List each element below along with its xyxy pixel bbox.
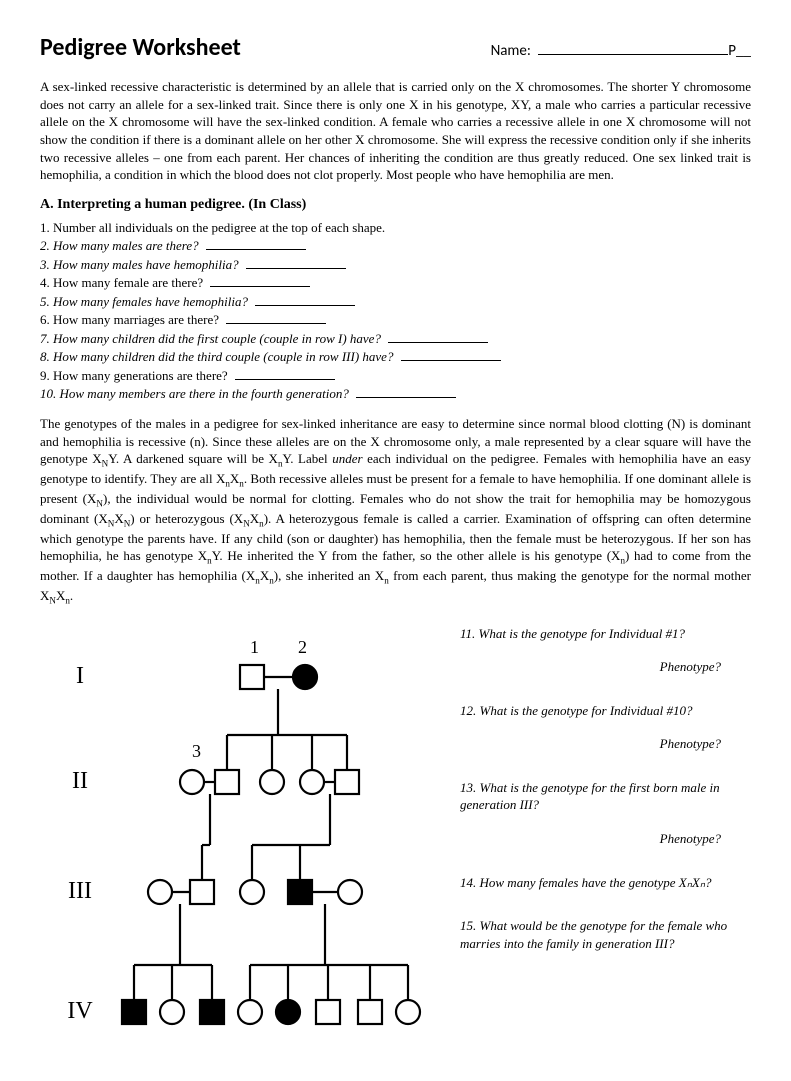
answer-blank-10[interactable] — [356, 387, 456, 399]
svg-text:3: 3 — [192, 741, 201, 761]
answer-blank-7[interactable] — [388, 331, 488, 343]
side-question-14: 14. How many females have the genotype X… — [460, 874, 751, 892]
under-word: under — [332, 451, 362, 466]
p-label: P__ — [728, 42, 751, 60]
answer-blank-3[interactable] — [246, 257, 346, 269]
page-title: Pedigree Worksheet — [40, 32, 241, 64]
question-10: 10. How many members are there in the fo… — [40, 385, 751, 403]
svg-text:1: 1 — [250, 637, 259, 657]
side-question-text-14: 14. How many females have the genotype X… — [460, 874, 751, 892]
answer-blank-2[interactable] — [206, 238, 306, 250]
side-question-text-12: 12. What is the genotype for Individual … — [460, 702, 751, 720]
question-1: 1. Number all individuals on the pedigre… — [40, 219, 751, 237]
svg-text:I: I — [76, 663, 84, 689]
phenotype-label-13: Phenotype? — [460, 830, 721, 848]
intro-paragraph: A sex-linked recessive characteristic is… — [40, 78, 751, 183]
question-9: 9. How many generations are there? — [40, 367, 751, 385]
side-question-11: 11. What is the genotype for Individual … — [460, 625, 751, 676]
name-label: Name: — [491, 42, 531, 60]
answer-blank-8[interactable] — [401, 350, 501, 362]
answer-blank-4[interactable] — [210, 276, 310, 288]
answer-blank-6[interactable] — [226, 313, 326, 325]
side-question-text-15: 15. What would be the genotype for the f… — [460, 917, 751, 952]
question-5: 5. How many females have hemophilia? — [40, 293, 751, 311]
phenotype-label-12: Phenotype? — [460, 735, 721, 753]
section-a-title: A. Interpreting a human pedigree. (In Cl… — [40, 196, 751, 215]
question-7: 7. How many children did the first coupl… — [40, 330, 751, 348]
question-2: 2. How many males are there? — [40, 237, 751, 255]
name-blank[interactable] — [538, 42, 728, 56]
svg-text:III: III — [68, 878, 92, 904]
answer-blank-5[interactable] — [255, 294, 355, 306]
side-question-13: 13. What is the genotype for the first b… — [460, 779, 751, 848]
pedigree-svg: IIIIIIIV123 — [40, 625, 440, 1045]
bottom-row: IIIIIIIV123 11. What is the genotype for… — [40, 625, 751, 1050]
pedigree-chart: IIIIIIIV123 — [40, 625, 440, 1050]
svg-text:2: 2 — [298, 637, 307, 657]
side-question-12: 12. What is the genotype for Individual … — [460, 702, 751, 753]
question-3: 3. How many males have hemophilia? — [40, 256, 751, 274]
genotype-paragraph: The genotypes of the males in a pedigree… — [40, 415, 751, 607]
name-field: Name: P__ — [491, 41, 751, 61]
side-question-text-11: 11. What is the genotype for Individual … — [460, 625, 751, 643]
svg-text:II: II — [72, 768, 88, 794]
answer-blank-9[interactable] — [235, 368, 335, 380]
side-question-text-13: 13. What is the genotype for the first b… — [460, 779, 751, 814]
svg-text:IV: IV — [67, 998, 93, 1024]
question-6: 6. How many marriages are there? — [40, 311, 751, 329]
question-list: 1. Number all individuals on the pedigre… — [40, 219, 751, 403]
phenotype-label-11: Phenotype? — [460, 658, 721, 676]
side-question-15: 15. What would be the genotype for the f… — [460, 917, 751, 952]
question-4: 4. How many female are there? — [40, 274, 751, 292]
header: Pedigree Worksheet Name: P__ — [40, 32, 751, 64]
side-questions: 11. What is the genotype for Individual … — [460, 625, 751, 1050]
question-8: 8. How many children did the third coupl… — [40, 348, 751, 366]
